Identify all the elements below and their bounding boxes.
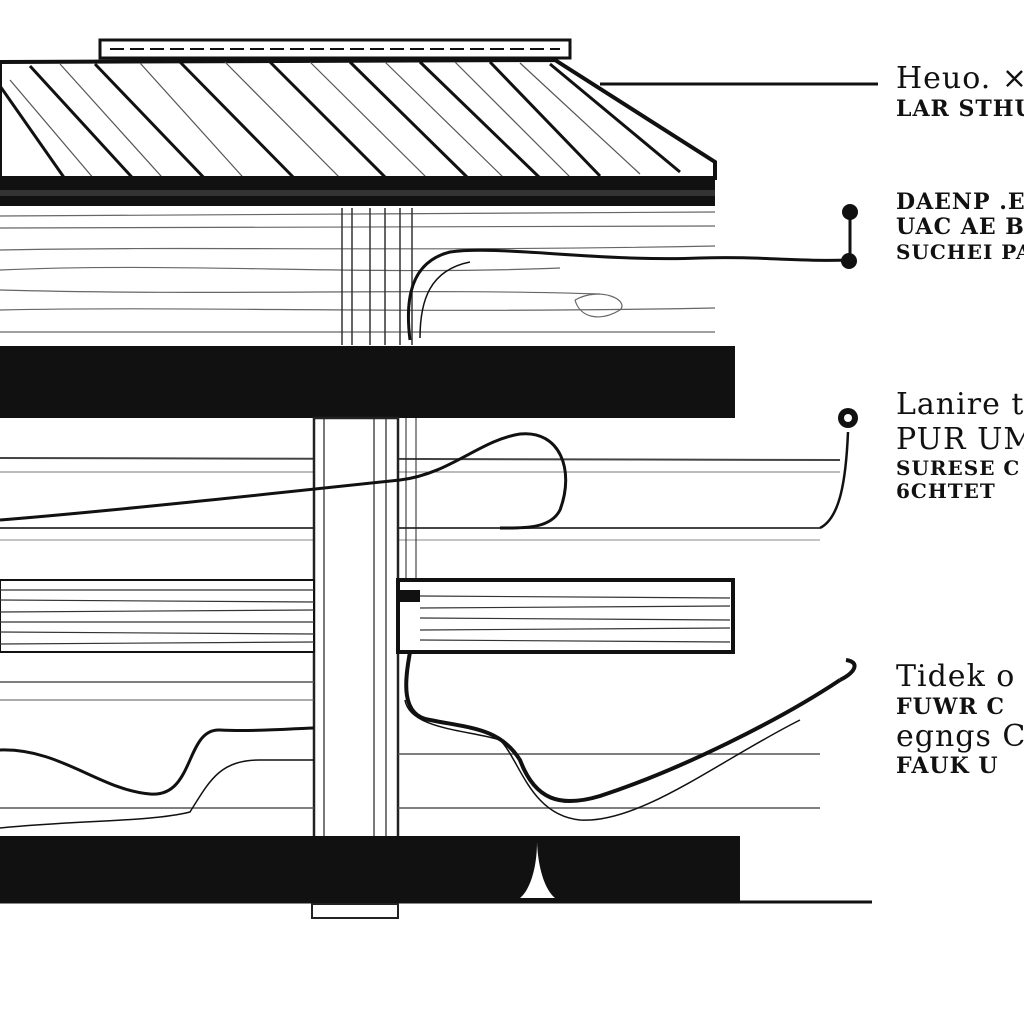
callout-upper: DAENP .EAB UAC AE B SUCHEI PA bbox=[896, 189, 1024, 264]
middle-layer bbox=[0, 457, 841, 541]
lower-wire bbox=[0, 651, 857, 829]
beam-3-drip bbox=[520, 842, 555, 898]
callout-upper-line-1: DAENP .EAB bbox=[896, 189, 1024, 215]
lower-layer bbox=[0, 681, 820, 809]
callout-upper-line-3: SUCHEI PA bbox=[896, 239, 1024, 264]
callout-middle-line-4: 6CHTET bbox=[896, 479, 996, 503]
post-foot bbox=[311, 903, 399, 919]
callout-middle-line-2: PUR UM bbox=[896, 421, 1024, 457]
callout-upper-line-2: UAC AE B bbox=[896, 214, 1024, 241]
callout-roof-line-1: Heuo. × bbox=[896, 61, 1024, 96]
callout-lower-line-3: egngs C bbox=[896, 718, 1024, 754]
upper-wood-layer bbox=[0, 211, 716, 333]
roof-planks bbox=[0, 57, 717, 206]
callout-middle-line-1: Lanire t bbox=[896, 387, 1024, 422]
upper-post bbox=[341, 208, 413, 345]
upper-terminal-knob-lower bbox=[841, 253, 857, 269]
callout-roof-line-2: LAR STHUU bbox=[896, 95, 1024, 122]
beam-3 bbox=[0, 836, 740, 902]
roof-cap bbox=[98, 38, 572, 60]
callout-lower: Tidek o FUWR C egngs C FAUK U bbox=[896, 659, 1024, 780]
upper-wire bbox=[406, 212, 852, 341]
upper-terminal-knob bbox=[842, 204, 858, 220]
callout-lower-line-1: Tidek o bbox=[896, 659, 1016, 694]
callout-middle-line-3: SURESE C bbox=[896, 456, 1021, 480]
callout-middle: Lanire t PUR UM SURESE C 6CHTET bbox=[896, 387, 1024, 503]
grained-board bbox=[0, 578, 735, 654]
callout-lower-line-2: FUWR C bbox=[896, 693, 1005, 720]
callout-lower-line-4: FAUK U bbox=[896, 753, 999, 780]
callout-roof: Heuo. × LAR STHUU bbox=[896, 61, 1024, 122]
beam-1 bbox=[0, 346, 735, 418]
middle-wire bbox=[0, 431, 850, 530]
